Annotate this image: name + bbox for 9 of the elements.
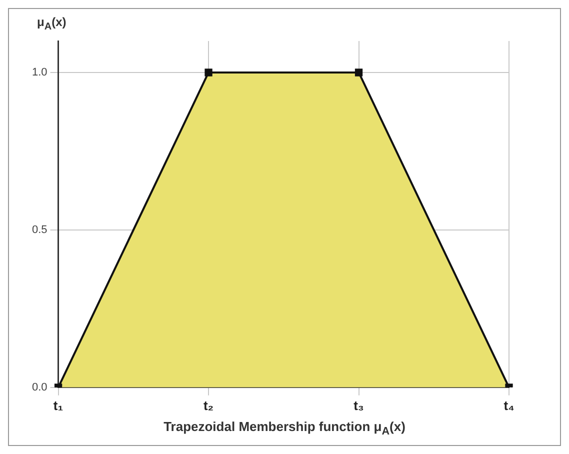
x-axis-title: Trapezoidal Membership function μ$_{A}$(x) bbox=[162, 419, 406, 438]
x-tick-label: t₂ bbox=[203, 398, 214, 413]
y-axis-title: μ$_{A}$(x) bbox=[37, 15, 66, 32]
y-tick-label: 0.5 bbox=[32, 224, 48, 236]
y-tick-label: 1.0 bbox=[32, 66, 48, 79]
x-tick-label: t₃ bbox=[354, 398, 364, 413]
x-tick-label: t₁ bbox=[53, 398, 64, 413]
y-tick-label: 0.0 bbox=[32, 381, 48, 394]
x-tick-label: t₄ bbox=[504, 398, 514, 413]
